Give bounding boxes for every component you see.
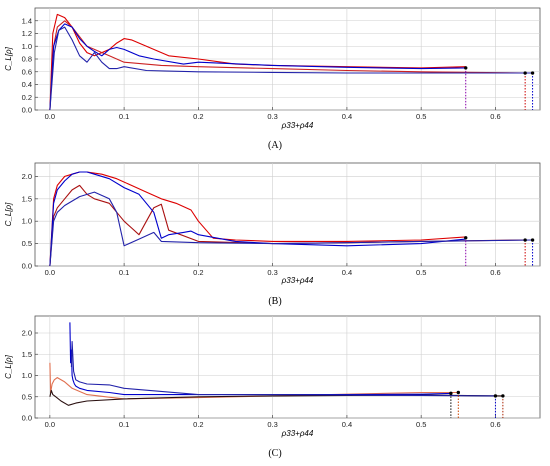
- endpoint-marker: [456, 390, 461, 395]
- endpoint-marker: [493, 394, 498, 398]
- panel-2: 0.0 0.1 0.2 0.3 0.4 0.5 0.6 0.0 0.5 1.0 1.5 2.0 ρ33+…: [4, 162, 541, 307]
- y-tick-label: 0.0: [22, 262, 32, 271]
- x-tick-label: 0.3: [267, 112, 277, 121]
- endpoint-marker: [530, 238, 535, 242]
- x-tick-label: 0.2: [193, 112, 203, 121]
- x-axis-label: ρ33+ρ44: [281, 276, 314, 285]
- panel-3: 0.0 0.1 0.2 0.3 0.4 0.5 0.6 0.0 0.5 1.0 1.5 2.0 ρ33+…: [4, 315, 541, 459]
- x-axis-label: ρ33+ρ44: [281, 429, 314, 438]
- y-tick-label: 0.5: [22, 239, 32, 248]
- y-tick-label: 0.0: [22, 414, 32, 423]
- x-tick-label: 0.1: [119, 112, 129, 121]
- y-axis-label: C_L[ρ]: [4, 46, 13, 70]
- panel-label: (B): [268, 296, 281, 307]
- plot-frame: [34, 162, 541, 267]
- y-tick-label: 1.2: [22, 29, 32, 38]
- x-tick-label: 0.6: [490, 268, 500, 277]
- x-tick-label: 0.5: [416, 420, 426, 429]
- x-tick-label: 0.3: [267, 268, 277, 277]
- y-tick-label: 1.5: [22, 350, 32, 359]
- plot-frame: [34, 315, 541, 419]
- endpoint-marker: [530, 71, 535, 75]
- x-tick-label: 0.2: [193, 268, 203, 277]
- panel-label: (A): [268, 140, 282, 151]
- endpoint-marker: [449, 391, 453, 396]
- y-tick-label: 0.0: [22, 106, 32, 115]
- x-tick-label: 0.2: [193, 420, 203, 429]
- panel-1: 0.0 0.1 0.2 0.3 0.4 0.5 0.6 0.0 0.2 0.4 0.6 0.8 1.0 1…: [4, 7, 541, 151]
- y-tick-label: 0.6: [22, 67, 32, 76]
- x-tick-label: 0.6: [490, 112, 500, 121]
- y-axis-label: C_L[ρ]: [4, 202, 13, 226]
- x-tick-label: 0.1: [119, 420, 129, 429]
- y-tick-label: 0.5: [22, 392, 32, 401]
- series-line-2: [49, 20, 526, 110]
- x-tick-label: 0.3: [267, 420, 277, 429]
- y-tick-label: 2.0: [22, 329, 32, 338]
- series-line-4: [49, 26, 533, 110]
- x-tick-label: 0.4: [342, 420, 352, 429]
- y-tick-label: 1.4: [22, 16, 32, 25]
- y-axis-label: C_L[ρ]: [4, 354, 13, 378]
- x-tick-label: 0.5: [416, 112, 426, 121]
- endpoint-marker: [464, 236, 468, 240]
- panel-label: (C): [268, 448, 281, 459]
- x-tick-label: 0.4: [342, 268, 352, 277]
- x-tick-label: 0.1: [119, 268, 129, 277]
- endpoint-marker: [523, 71, 527, 75]
- y-tick-label: 1.0: [22, 42, 32, 51]
- y-tick-label: 0.2: [22, 93, 32, 102]
- endpoint-marker: [464, 66, 468, 70]
- x-tick-label: 0.0: [45, 112, 55, 121]
- x-tick-label: 0.5: [416, 268, 426, 277]
- endpoint-marker: [501, 394, 505, 398]
- x-tick-label: 0.4: [342, 112, 352, 121]
- x-axis-label: ρ33+ρ44: [281, 121, 314, 130]
- x-tick-label: 0.6: [490, 420, 500, 429]
- endpoint-marker: [523, 238, 527, 242]
- y-tick-label: 1.0: [22, 371, 32, 380]
- y-tick-label: 1.5: [22, 194, 32, 203]
- y-tick-label: 1.0: [22, 217, 32, 226]
- y-tick-label: 0.8: [22, 55, 32, 64]
- series-line-4: [70, 340, 496, 397]
- series-line-1: [49, 171, 466, 266]
- x-tick-label: 0.0: [45, 420, 55, 429]
- series-line-4: [49, 191, 533, 266]
- x-tick-label: 0.0: [45, 268, 55, 277]
- y-tick-label: 2.0: [22, 172, 32, 181]
- series-line-3: [49, 23, 466, 110]
- y-tick-label: 0.4: [22, 80, 32, 89]
- series-line-3: [49, 171, 466, 266]
